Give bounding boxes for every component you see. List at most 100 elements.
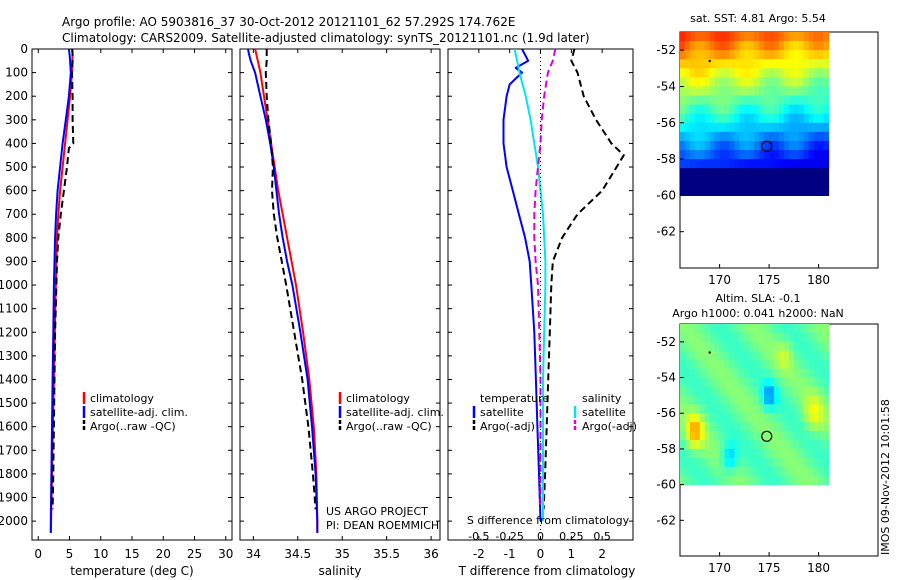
heatmap-cell <box>714 332 721 343</box>
heatmap-cell <box>684 448 691 459</box>
heatmap-cell <box>788 131 795 142</box>
heatmap-cell <box>739 324 745 334</box>
heatmap-cell <box>734 186 740 196</box>
heatmap-cell <box>749 422 755 432</box>
heatmap-cell <box>739 368 745 379</box>
heatmap-cell <box>749 59 755 69</box>
heatmap-cell <box>694 448 701 459</box>
heatmap-cell <box>764 332 770 343</box>
y-tick-label: 2000 <box>0 514 28 528</box>
map-y-tick-label: -58 <box>656 152 676 166</box>
map-x-tick-label: 175 <box>758 561 781 575</box>
legend-label-temp-argo: Argo(-adj) <box>480 420 535 433</box>
heatmap-cell <box>680 359 686 370</box>
heatmap-cell <box>724 104 731 115</box>
heatmap-cell <box>744 104 750 115</box>
heatmap-cell <box>704 77 711 88</box>
heatmap-cell <box>694 324 701 334</box>
heatmap-cell <box>684 68 691 78</box>
heatmap-cell <box>764 77 770 88</box>
legend-label-sal-argo: Argo(-adj) <box>582 420 637 433</box>
heatmap-cell <box>709 341 716 352</box>
heatmap-cell <box>699 466 706 477</box>
y-tick-label: 1900 <box>0 491 28 505</box>
heatmap-cell <box>793 59 800 69</box>
salinity-panel <box>239 48 441 541</box>
heatmap-cell <box>818 150 825 160</box>
heatmap-cell <box>808 440 815 450</box>
heatmap-cell <box>818 404 825 414</box>
heatmap-cell <box>774 350 780 361</box>
heatmap-cell <box>818 395 825 405</box>
heatmap-cell <box>774 50 780 60</box>
heatmap-cell <box>684 413 691 423</box>
heatmap-cell <box>709 404 716 414</box>
heatmap-cell <box>803 95 810 106</box>
heatmap-cell <box>734 324 740 334</box>
heatmap-cell <box>818 95 825 106</box>
heatmap-cell <box>813 475 820 486</box>
heatmap-cell <box>680 77 686 88</box>
salinity-xlabel: salinity <box>318 564 361 578</box>
heatmap-cell <box>724 466 731 477</box>
heatmap-cell <box>734 32 740 42</box>
heatmap-cell <box>694 122 701 133</box>
heatmap-cell <box>689 332 696 343</box>
heatmap-cell <box>734 95 740 106</box>
heatmap-cell <box>749 104 755 115</box>
heatmap-cell <box>823 68 830 78</box>
heatmap-cell <box>729 122 736 133</box>
heatmap-cell <box>684 324 691 334</box>
heatmap-cell <box>704 359 711 370</box>
heatmap-cell <box>729 95 736 106</box>
heatmap-cell <box>803 350 810 361</box>
heatmap-cell <box>823 168 830 178</box>
heatmap-cell <box>798 41 805 51</box>
heatmap-cell <box>754 68 760 78</box>
heatmap-cell <box>759 332 765 343</box>
heatmap-cell <box>729 404 736 414</box>
heatmap-cell <box>734 448 740 459</box>
heatmap-cell <box>769 324 775 334</box>
heatmap-cell <box>699 350 706 361</box>
heatmap-cell <box>779 475 785 486</box>
heatmap-cell <box>680 332 686 343</box>
heatmap-cell <box>684 377 691 388</box>
heatmap-cell <box>684 95 691 106</box>
heatmap-cell <box>704 350 711 361</box>
heatmap-cell <box>818 457 825 468</box>
heatmap-cell <box>788 150 795 160</box>
heatmap-cell <box>749 68 755 78</box>
heatmap-cell <box>808 140 815 151</box>
x-tick-label: 1 <box>568 547 576 561</box>
heatmap-cell <box>774 86 780 97</box>
heatmap-cell <box>734 159 740 169</box>
heatmap-cell <box>764 341 770 352</box>
heatmap-cell <box>709 104 716 115</box>
heatmap-cell <box>694 440 701 450</box>
heatmap-cell <box>694 150 701 160</box>
heatmap-cell <box>769 50 775 60</box>
heatmap-cell <box>714 350 721 361</box>
heatmap-cell <box>739 32 745 42</box>
heatmap-cell <box>803 140 810 151</box>
heatmap-cell <box>798 368 805 379</box>
heatmap-cell <box>694 422 701 432</box>
heatmap-cell <box>744 159 750 169</box>
heatmap-cell <box>818 122 825 133</box>
top-x-tick-label: 0 <box>537 530 544 543</box>
heatmap-cell <box>764 448 770 459</box>
heatmap-cell <box>798 457 805 468</box>
heatmap-cell <box>724 368 731 379</box>
heatmap-cell <box>808 104 815 115</box>
heatmap-cell <box>719 41 726 51</box>
heatmap-cell <box>729 457 736 468</box>
heatmap-cell <box>823 395 830 405</box>
heatmap-cell <box>764 377 770 388</box>
heatmap-cell <box>684 404 691 414</box>
heatmap-cell <box>754 404 760 414</box>
heatmap-cell <box>803 422 810 432</box>
heatmap-cell <box>724 404 731 414</box>
heatmap-cell <box>704 413 711 423</box>
heatmap-cell <box>759 113 765 124</box>
